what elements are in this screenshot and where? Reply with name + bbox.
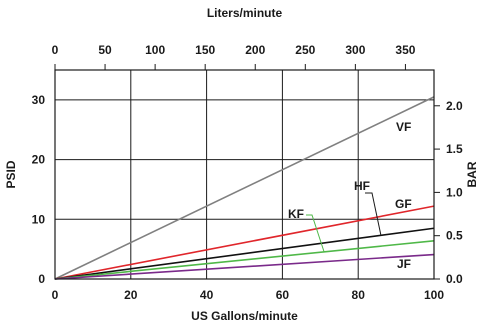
axis-ticks [54,64,440,280]
right-axis-tick-label: 0.0 [446,272,463,286]
series-line-kf [54,239,435,280]
bottom-axis-tick-label: 100 [424,288,444,302]
top-axis-tick-label: 50 [98,43,112,57]
plot-frame [54,69,435,280]
bottom-axis-tick-label: 40 [200,288,214,302]
top-axis-tick-label: 100 [145,43,165,57]
series-line-gf [54,205,435,280]
right-axis-tick-label: 1.0 [446,185,463,199]
series-label-kf: KF [288,207,304,221]
bottom-axis-tick-label: 0 [52,288,59,302]
series-label-vf: VF [396,120,411,134]
left-axis-tick-label: 20 [32,153,46,167]
bottom-axis-tick-label: 60 [276,288,290,302]
top-axis-tick-label: 350 [395,43,415,57]
grid [54,70,435,280]
top-axis-tick-label: 150 [195,43,215,57]
top-axis-title: Liters/minute [207,6,283,20]
left-axis-tick-label: 0 [38,272,45,286]
series-label-gf: GF [395,197,412,211]
left-axis-tick-label: 30 [32,93,46,107]
bottom-axis-tick-label: 80 [352,288,366,302]
leader-line-hf [365,192,382,236]
left-axis-title: PSID [4,160,18,188]
right-axis-tick-label: 2.0 [446,99,463,113]
series-line-hf [54,227,435,280]
series-leader-lines [306,192,382,253]
top-axis-tick-label: 0 [52,43,59,57]
bottom-axis-title: US Gallons/minute [191,309,298,323]
series-lines [54,96,435,280]
top-axis-tick-label: 300 [345,43,365,57]
series-label-hf: HF [354,179,370,193]
right-axis-title: BAR [465,161,479,187]
series-line-jf [54,253,435,280]
leader-line-kf [306,214,325,253]
series-label-jf: JF [397,257,411,271]
top-axis-tick-label: 250 [295,43,315,57]
series-line-vf [54,96,435,280]
top-axis-tick-label: 200 [245,43,265,57]
bottom-axis-tick-label: 20 [124,288,138,302]
right-axis-tick-label: 0.5 [446,229,463,243]
right-axis-tick-label: 1.5 [446,142,463,156]
left-axis-tick-label: 10 [32,212,46,226]
